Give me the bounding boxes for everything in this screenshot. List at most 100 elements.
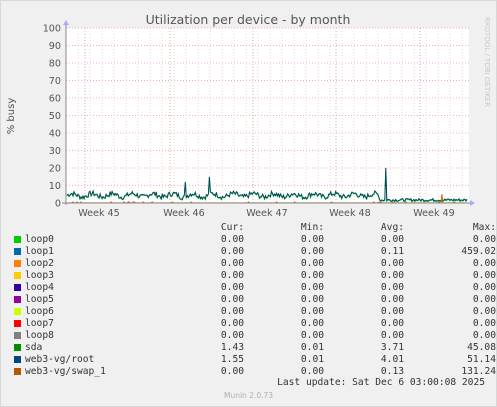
legend-row: loop2 0.00 0.00 0.00 0.00 (12, 258, 496, 270)
legend-max-value: 459.02 (461, 246, 496, 257)
legend-min-value: 0.00 (300, 234, 324, 245)
y-tick-label: 0 (55, 199, 61, 210)
legend-series-name: loop8 (12, 330, 164, 342)
legend-row: loop5 0.00 0.00 0.00 0.00 (12, 294, 496, 306)
legend-avg-value: 3.71 (380, 342, 404, 353)
legend-swatch (14, 235, 21, 243)
legend-cur-value: 0.00 (220, 366, 244, 377)
legend-swatch (14, 247, 21, 255)
y-tick-label: 90 (49, 41, 61, 52)
legend-max-value: 0.00 (472, 330, 496, 341)
legend-row: loop1 0.00 0.00 0.11 459.02 (12, 246, 496, 258)
legend-swatch (14, 307, 21, 315)
legend-max-value: 0.00 (472, 318, 496, 329)
legend-avg-value: 0.00 (380, 318, 404, 329)
legend-series-name: loop1 (12, 246, 164, 258)
series-line-sda (66, 168, 468, 203)
legend-cur-value: 0.00 (220, 282, 244, 293)
legend-min-value: 0.00 (300, 246, 324, 257)
legend-label: web3-vg/root (25, 354, 95, 365)
last-update: Last update: Sat Dec 6 03:00:08 2025 (277, 377, 485, 388)
chart-title: Utilization per device - by month (146, 12, 351, 27)
legend-label: loop4 (25, 282, 54, 293)
series-line-web3-vg-root (66, 167, 468, 203)
legend-cur-value: 1.43 (220, 342, 244, 353)
y-tick-label: 10 (49, 181, 61, 192)
y-tick-label: 30 (49, 146, 61, 157)
rrdtool-credit: RRDTOOL / TOBI OETIKER (483, 17, 491, 107)
legend-max-value: 131.24 (461, 366, 496, 377)
legend-max-value: 0.00 (472, 258, 496, 269)
legend-row: loop3 0.00 0.00 0.00 0.00 (12, 270, 496, 282)
x-tick-labels: Week 45 Week 46 Week 47 Week 48 Week 49 (78, 208, 455, 219)
legend-avg-value: 0.00 (380, 282, 404, 293)
legend-cur-value: 0.00 (220, 306, 244, 317)
legend-header-min: Min: (300, 222, 324, 233)
legend-label: web3-vg/swap_1 (25, 366, 106, 377)
legend-min-value: 0.00 (300, 330, 324, 341)
legend-series-name: loop7 (12, 318, 164, 330)
legend-swatch (14, 259, 21, 267)
legend-series-name: loop0 (12, 234, 164, 246)
legend-min-value: 0.00 (300, 258, 324, 269)
legend-avg-value: 0.00 (380, 258, 404, 269)
y-tick-label: 50 (49, 111, 61, 122)
legend-series-name: web3-vg/root (12, 354, 164, 366)
legend-avg-value: 0.00 (380, 294, 404, 305)
legend-min-value: 0.00 (300, 282, 324, 293)
legend-min-value: 0.00 (300, 294, 324, 305)
legend-min-value: 0.00 (300, 366, 324, 377)
legend-label: loop1 (25, 246, 54, 257)
legend-min-value: 0.00 (300, 318, 324, 329)
legend-series-name: sda (12, 342, 164, 354)
legend-header-cur: Cur: (220, 222, 244, 233)
grid (66, 27, 469, 203)
legend-series-name: web3-vg/swap_1 (12, 366, 164, 378)
legend-row: sda 1.43 0.01 3.71 45.08 (12, 342, 496, 354)
munin-version: Munin 2.0.73 (223, 391, 274, 400)
legend-label: loop7 (25, 318, 54, 329)
legend-swatch (14, 343, 21, 351)
legend-label: loop0 (25, 234, 54, 245)
legend-header-name (12, 222, 164, 234)
legend-cur-value: 0.00 (220, 318, 244, 329)
legend-series-name: loop5 (12, 294, 164, 306)
legend-min-value: 0.00 (300, 306, 324, 317)
legend-row: web3-vg/root 1.55 0.01 4.01 51.14 (12, 354, 496, 366)
legend-max-value: 0.00 (472, 306, 496, 317)
legend-avg-value: 4.01 (380, 354, 404, 365)
legend-series-name: loop2 (12, 258, 164, 270)
legend-row: web3-vg/swap_1 0.00 0.00 0.13 131.24 (12, 366, 496, 378)
legend-series-name: loop3 (12, 270, 164, 282)
legend-label: loop5 (25, 294, 54, 305)
legend-series-name: loop6 (12, 306, 164, 318)
legend-cur-value: 0.00 (220, 330, 244, 341)
legend-cur-value: 0.00 (220, 246, 244, 257)
legend-row: loop4 0.00 0.00 0.00 0.00 (12, 282, 496, 294)
legend-label: loop2 (25, 258, 54, 269)
legend-avg-value: 0.13 (380, 366, 404, 377)
legend-row: loop7 0.00 0.00 0.00 0.00 (12, 318, 496, 330)
legend-swatch (14, 355, 21, 363)
legend-avg-value: 0.00 (380, 306, 404, 317)
legend-avg-value: 0.11 (380, 246, 404, 257)
legend-min-value: 0.01 (300, 354, 324, 365)
legend-max-value: 45.08 (467, 342, 496, 353)
legend-swatch (14, 283, 21, 291)
x-tick-label: Week 47 (246, 208, 288, 219)
x-tick-label: Week 49 (413, 208, 455, 219)
legend-cur-value: 0.00 (220, 234, 244, 245)
x-axis-arrow (470, 200, 475, 206)
legend-max-value: 0.00 (472, 270, 496, 281)
y-axis-label: % busy (6, 98, 17, 135)
legend-label: sda (25, 342, 43, 353)
legend-label: loop8 (25, 330, 54, 341)
legend-row: loop0 0.00 0.00 0.00 0.00 (12, 234, 496, 246)
legend-swatch (14, 367, 21, 375)
legend-header: Cur: Min: Avg: Max: (12, 222, 496, 234)
legend-avg-value: 0.00 (380, 330, 404, 341)
legend-avg-value: 0.00 (380, 270, 404, 281)
legend-min-value: 0.00 (300, 270, 324, 281)
legend-max-value: 0.00 (472, 234, 496, 245)
